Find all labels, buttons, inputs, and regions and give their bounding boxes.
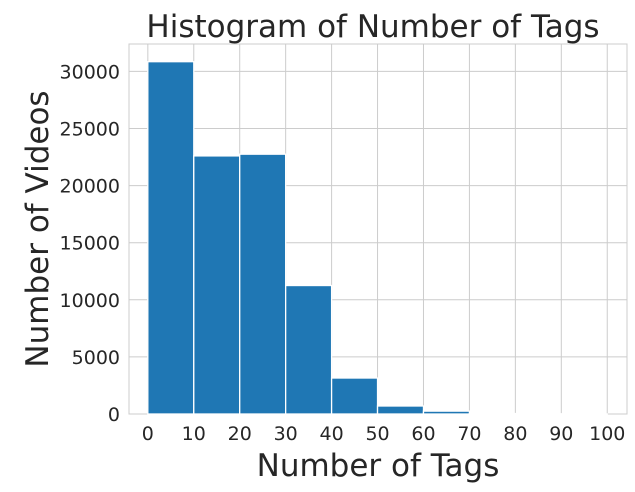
x-tick-label: 20 [228,423,252,445]
x-tick-label: 40 [320,423,344,445]
y-axis-label: Number of Videos [20,90,56,367]
histogram-bar [239,153,287,415]
x-tick-label: 90 [549,423,573,445]
histogram-bars [147,61,608,415]
y-tick-labels: 0 5000 10000 15000 20000 25000 30000 [60,61,120,426]
x-tick-label: 30 [274,423,298,445]
x-tick-label: 0 [142,423,154,445]
y-tick-label: 15000 [60,233,120,255]
y-tick-label: 20000 [60,176,120,198]
x-tick-label: 100 [589,423,625,445]
y-tick-label: 10000 [60,290,120,312]
x-tick-label: 70 [457,423,481,445]
x-tick-label: 10 [182,423,206,445]
y-tick-label: 5000 [72,347,120,369]
histogram-bar [193,155,241,415]
x-tick-label: 50 [365,423,389,445]
histogram-bar [330,377,379,415]
histogram-bar [376,405,425,415]
x-tick-label: 80 [503,423,527,445]
chart-title: Histogram of Number of Tags [146,9,599,45]
y-tick-label: 30000 [60,61,120,83]
x-tick-labels: 0 10 20 30 40 50 60 70 80 90 100 [142,423,626,445]
x-axis-label: Number of Tags [257,448,500,484]
y-tick-label: 0 [108,404,120,426]
y-tick-label: 25000 [60,119,120,141]
histogram-bar [422,410,471,415]
histogram-bar [147,61,195,415]
x-tick-label: 60 [411,423,435,445]
histogram-bar [285,284,333,415]
